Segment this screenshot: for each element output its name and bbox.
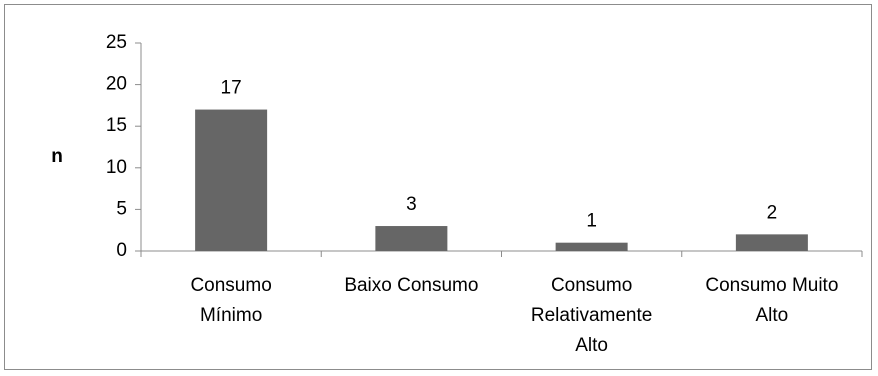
category-label: Relativamente	[531, 305, 652, 326]
y-tick-label: 5	[116, 198, 127, 219]
category-label: Mínimo	[200, 305, 262, 326]
chart-frame	[4, 4, 872, 370]
category-label: Baixo Consumo	[344, 275, 478, 296]
y-tick-label: 10	[106, 157, 127, 178]
data-label: 3	[406, 194, 417, 215]
category-labels: Consumo Mínimo Baixo Consumo Consumo Relativ…	[190, 275, 838, 356]
y-tick-label: 15	[106, 115, 127, 136]
bars	[195, 109, 808, 251]
x-axis	[140, 250, 863, 257]
category-label: Consumo Muito	[705, 275, 838, 296]
bar	[195, 109, 268, 251]
y-tick-label: 0	[116, 240, 127, 261]
y-axis-title: n	[51, 146, 63, 167]
category-label: Consumo	[551, 275, 632, 296]
bar	[555, 242, 628, 251]
data-label: 2	[767, 202, 778, 223]
data-labels: 17 3 1 2	[221, 78, 778, 232]
category-label: Alto	[575, 335, 608, 356]
y-axis: 0 5 10 15 20 25	[106, 32, 142, 261]
y-tick-label: 20	[106, 74, 127, 95]
y-tick-label: 25	[106, 32, 127, 53]
category-label: Alto	[756, 305, 789, 326]
bar	[375, 226, 448, 251]
data-label: 1	[586, 211, 597, 232]
data-label: 17	[221, 78, 242, 99]
bar	[735, 234, 808, 251]
category-label: Consumo	[190, 275, 271, 296]
